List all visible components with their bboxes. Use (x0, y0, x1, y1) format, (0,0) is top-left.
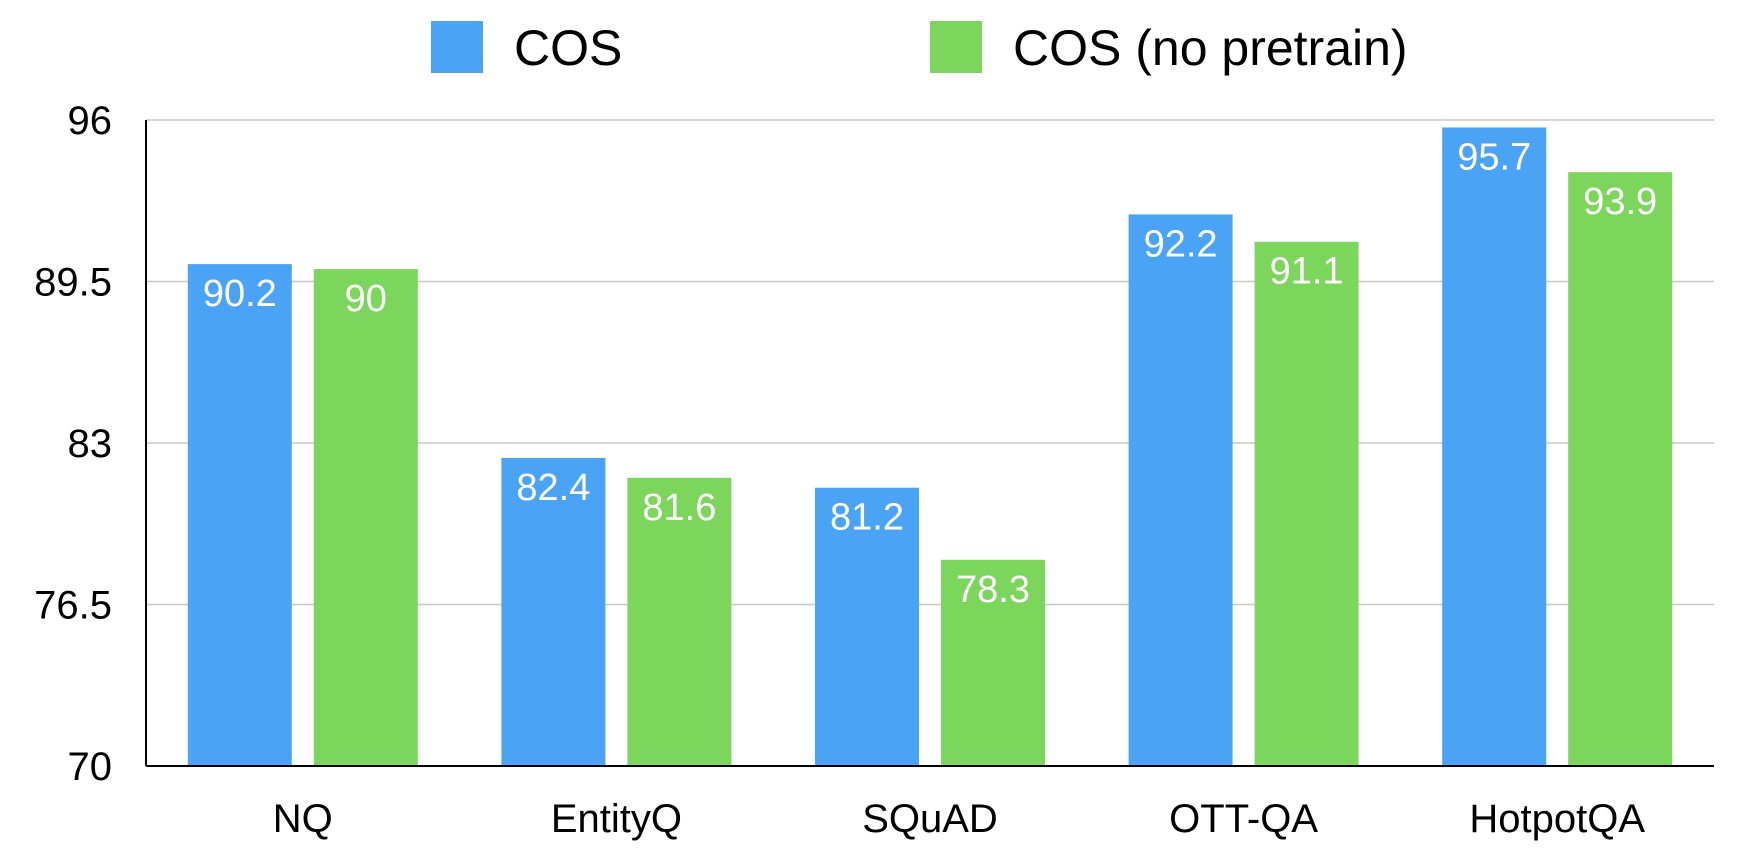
bar-ott-qa-series-1 (1128, 214, 1233, 766)
bar-squad-series-2 (941, 559, 1045, 766)
y-tick-label: 96 (68, 99, 113, 143)
x-category-label: HotpotQA (1469, 797, 1645, 841)
data-label: 82.4 (516, 467, 590, 509)
legend: COS COS (no pretrain) (431, 20, 1408, 76)
data-label: 81.6 (642, 487, 716, 529)
bar-ott-qa-series-2 (1254, 241, 1359, 766)
data-label: 93.9 (1583, 181, 1657, 223)
bar-hotpotqa-series-2 (1568, 172, 1673, 766)
bar-nq-series-1 (187, 264, 292, 766)
y-tick-label: 70 (68, 745, 113, 789)
data-label: 90 (345, 278, 387, 320)
data-label: 90.2 (203, 273, 277, 315)
y-tick-label: 83 (68, 422, 113, 466)
data-label: 92.2 (1144, 223, 1218, 265)
y-axis-ticks: 70 76.5 83 89.5 96 (34, 99, 112, 789)
data-label: 81.2 (830, 497, 904, 539)
x-category-label: SQuAD (862, 797, 998, 841)
bar-nq-series-2 (313, 269, 418, 766)
legend-label: COS (514, 20, 622, 76)
bar-hotpotqa-series-1 (1442, 127, 1547, 766)
x-category-label: NQ (273, 797, 333, 841)
bar-entityq-series-1 (501, 457, 606, 766)
y-tick-label: 76.5 (34, 584, 112, 628)
data-label: 78.3 (956, 569, 1030, 611)
bars (187, 127, 1673, 766)
legend-label: COS (no pretrain) (1013, 20, 1408, 76)
bar-squad-series-1 (815, 487, 919, 766)
y-tick-label: 89.5 (34, 261, 112, 305)
data-labels: 90.2 90 82.4 81.6 81.2 78.3 92.2 91.1 95.7 93.9 (203, 136, 1657, 610)
x-axis-categories: NQ EntityQ SQuAD OTT-QA HotpotQA (273, 797, 1646, 841)
data-label: 91.1 (1270, 251, 1344, 293)
bar-entityq-series-2 (627, 477, 732, 766)
legend-swatch (431, 21, 483, 73)
data-label: 95.7 (1457, 136, 1531, 178)
legend-swatch (930, 21, 982, 73)
x-category-label: OTT-QA (1169, 797, 1318, 841)
x-category-label: EntityQ (551, 797, 682, 841)
